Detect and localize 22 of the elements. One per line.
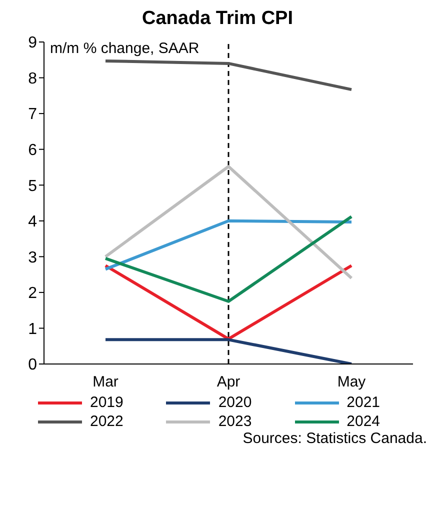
x-tick-label: Mar: [92, 374, 118, 391]
source-note: Sources: Statistics Canada.: [242, 430, 427, 447]
y-tick-label: 2: [28, 285, 38, 302]
y-tick-label: 3: [28, 249, 38, 266]
y-tick-label: 5: [28, 178, 38, 195]
y-tick-label: 4: [28, 214, 38, 231]
y-tick-label: 6: [28, 142, 38, 160]
legend-label: 2024: [346, 413, 380, 430]
legend-label: 2022: [90, 413, 124, 430]
legend-label: 2019: [90, 394, 124, 411]
legend-label: 2023: [218, 413, 252, 430]
x-tick-label: May: [337, 374, 366, 391]
y-tick-label: 7: [28, 106, 38, 124]
y-tick-label: 9: [28, 34, 38, 52]
legend-label: 2020: [218, 394, 252, 411]
y-tick-label: 8: [28, 70, 38, 88]
y-tick-label: 0: [28, 356, 38, 374]
y-axis-title: m/m % change, SAAR: [50, 40, 200, 57]
x-tick-label: Apr: [216, 374, 240, 391]
y-tick-label: 1: [28, 320, 38, 338]
legend-label: 2021: [346, 394, 380, 411]
chart-title: Canada Trim CPI: [141, 8, 294, 31]
